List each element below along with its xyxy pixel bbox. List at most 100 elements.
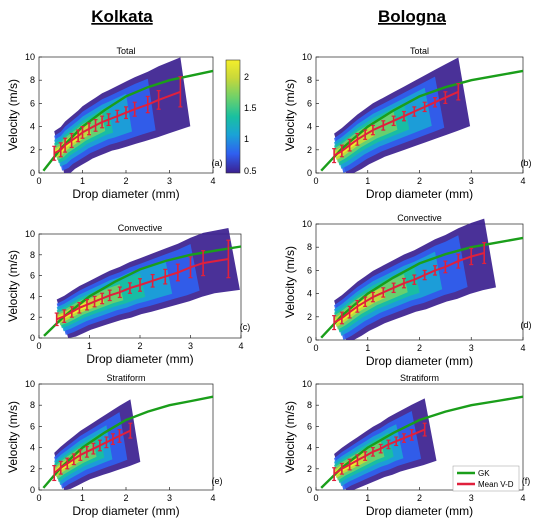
x-tick-label: 0 [313,493,318,503]
x-axis-label: Drop diameter (mm) [366,504,473,518]
x-tick-label: 2 [417,176,422,186]
y-axis-label: Velocity (m/s) [283,246,297,318]
series-gk-line [320,236,524,339]
y-tick-label: 2 [307,145,312,155]
series-mean-vd-line [53,90,181,155]
x-axis-label: Drop diameter (mm) [366,354,473,368]
y-tick-label: 0 [307,168,312,178]
x-axis-label: Drop diameter (mm) [72,187,179,201]
y-tick-label: 10 [25,229,35,239]
panel-label: (d) [521,320,532,330]
series-mean-vd-line [333,252,485,324]
y-tick-label: 10 [302,52,312,62]
x-axis-label: Drop diameter (mm) [72,504,179,518]
x-tick-label: 1 [80,176,85,186]
x-tick-label: 3 [469,493,474,503]
panel-title: Stratiform [400,373,439,383]
x-tick-label: 2 [123,493,128,503]
y-tick-label: 0 [307,485,312,495]
x-tick-label: 4 [520,493,525,503]
panel-e: 0 1 2 3 4 0 2 4 6 8 10 Stratiform Drop diameter (mm)… [6,373,223,518]
panel-f: 0 1 2 3 4 0 2 4 6 8 10 Stratiform Drop diameter (mm)… [283,373,530,518]
x-tick-label: 0 [313,343,318,353]
y-axis-label: Velocity (m/s) [283,79,297,151]
x-tick-label: 2 [137,341,142,351]
panel-title: Total [410,46,429,56]
x-tick-label: 4 [210,493,215,503]
x-tick-label: 1 [365,493,370,503]
x-tick-label: 3 [469,343,474,353]
x-tick-label: 3 [167,176,172,186]
x-tick-label: 2 [417,343,422,353]
y-tick-label: 2 [30,312,35,322]
x-tick-label: 3 [469,176,474,186]
colorbar: 2 1.5 1 0.5 [225,59,257,176]
x-tick-label: 3 [188,341,193,351]
colorbar-tick-1-5: 1.5 [244,103,257,113]
x-tick-label: 0 [36,176,41,186]
y-tick-label: 6 [307,265,312,275]
x-tick-label: 1 [365,343,370,353]
y-tick-label: 8 [30,400,35,410]
panel-title: Convective [397,213,442,223]
x-tick-label: 3 [167,493,172,503]
y-tick-label: 6 [30,271,35,281]
y-tick-label: 0 [30,168,35,178]
y-tick-label: 8 [307,75,312,85]
x-tick-label: 4 [520,176,525,186]
x-axis-label: Drop diameter (mm) [366,187,473,201]
y-tick-label: 0 [30,333,35,343]
y-axis-label: Velocity (m/s) [6,79,20,151]
x-tick-label: 4 [238,341,243,351]
colorbar-gradient [225,59,241,174]
x-tick-label: 0 [36,341,41,351]
y-tick-label: 4 [307,122,312,132]
panel-label: (b) [521,158,532,168]
legend-box [452,465,520,492]
y-tick-label: 8 [30,250,35,260]
series-mean-vd-line [333,90,459,157]
legend: GK Mean V-D [452,465,520,492]
y-tick-label: 4 [307,289,312,299]
header-bologna: Bologna [378,7,447,26]
y-tick-label: 6 [30,421,35,431]
series-mean-vd-line [333,428,426,475]
panel-title: Convective [118,223,163,233]
y-tick-label: 8 [307,400,312,410]
y-tick-label: 8 [307,242,312,252]
x-axis-label: Drop diameter (mm) [86,352,193,366]
y-tick-label: 2 [30,145,35,155]
y-tick-label: 6 [30,98,35,108]
y-axis-label: Velocity (m/s) [283,401,297,473]
panel-c: 0 1 2 3 4 0 2 4 6 8 10 Convective Drop diameter (mm)… [6,223,250,366]
panel-label: (e) [212,476,223,486]
panel-b: 0 1 2 3 4 0 2 4 6 8 10 Total Drop diameter (mm) Veloc… [283,46,532,201]
x-tick-label: 1 [87,341,92,351]
y-tick-label: 10 [302,379,312,389]
x-tick-label: 1 [365,176,370,186]
y-axis-label: Velocity (m/s) [6,250,20,322]
header-kolkata: Kolkata [91,7,153,26]
panel-title: Stratiform [106,373,145,383]
legend-mean-label: Mean V-D [478,480,514,489]
y-tick-label: 2 [307,464,312,474]
y-tick-label: 4 [30,291,35,301]
series-gk-line [42,69,214,172]
series-gk-line [320,69,524,172]
panel-a: 0 1 2 3 4 0 2 4 6 8 10 Total Drop diameter (mm) Veloc… [6,46,223,201]
y-tick-label: 4 [30,443,35,453]
y-tick-label: 6 [307,421,312,431]
y-tick-label: 4 [30,122,35,132]
legend-gk-label: GK [478,469,490,478]
colorbar-tick-0-5: 0.5 [244,166,257,176]
colorbar-tick-2: 2 [244,72,249,82]
panel-d: 0 1 2 3 4 0 2 4 6 8 10 Convective Drop diameter (mm)… [283,213,532,368]
y-tick-label: 10 [302,219,312,229]
series-gk-line [43,245,242,337]
panel-label: (f) [522,476,531,486]
x-tick-label: 0 [313,176,318,186]
x-tick-label: 1 [80,493,85,503]
x-tick-label: 0 [36,493,41,503]
y-tick-label: 2 [307,312,312,322]
